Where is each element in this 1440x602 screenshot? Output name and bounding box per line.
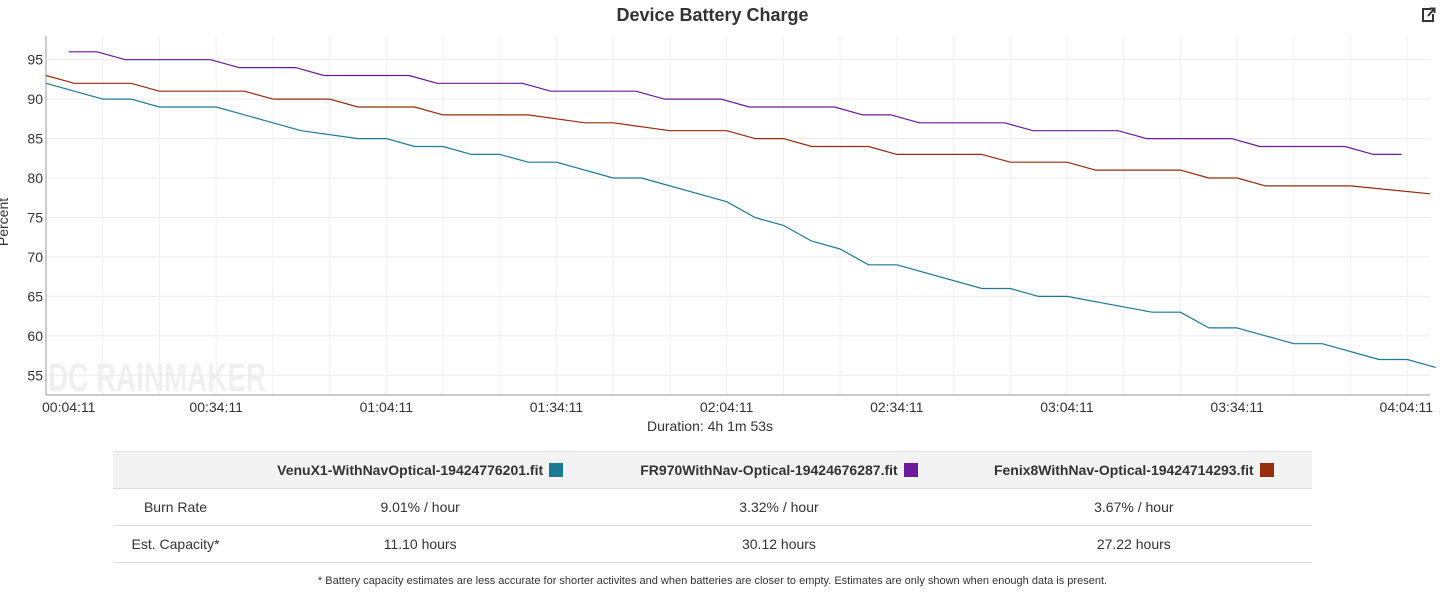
table-cell: 9.01% / hour: [238, 488, 603, 526]
footnote: * Battery capacity estimates are less ac…: [317, 575, 1108, 587]
battery-summary-table: VenuX1-WithNavOptical-19424776201.fit FR…: [113, 451, 1312, 563]
y-tick-label: 55: [27, 367, 43, 383]
column-header: FR970WithNav-Optical-19424676287.fit: [602, 451, 956, 489]
y-tick-label: 90: [27, 91, 43, 107]
table-cell: 11.10 hours: [238, 525, 603, 563]
x-tick-label: 03:04:11: [1040, 399, 1094, 415]
row-label: Est. Capacity*: [113, 525, 238, 563]
y-tick-label: 70: [27, 249, 43, 265]
y-tick-label: 95: [27, 52, 43, 68]
table-corner-cell: [113, 451, 238, 489]
series-line-2: [45, 74, 1431, 195]
x-tick-label: 04:04:11: [1380, 399, 1434, 415]
series-color-swatch: [1259, 463, 1274, 477]
y-tick-label: 60: [27, 328, 43, 344]
x-tick-label: 01:04:11: [360, 399, 414, 415]
x-tick-label: 02:34:11: [870, 399, 924, 415]
series-color-swatch: [903, 463, 918, 477]
watermark-text: DC RAINMAKER: [48, 356, 266, 400]
table-cell: 30.12 hours: [602, 525, 956, 563]
table-header-row: VenuX1-WithNavOptical-19424776201.fit FR…: [113, 451, 1312, 489]
series-line-1: [68, 51, 1402, 155]
battery-line-chart: DC RAINMAKER 55 60 65 70 75 80 85 90 95 00:04:11 00…: [27, 36, 1436, 415]
x-tick-label: 02:04:11: [700, 399, 754, 415]
x-tick-label: 00:04:11: [42, 399, 96, 415]
series-color-swatch: [549, 463, 564, 477]
table-cell: 3.32% / hour: [602, 488, 956, 526]
table-cell: 27.22 hours: [955, 525, 1312, 563]
x-axis-label: Duration: 4h 1m 53s: [646, 418, 774, 434]
y-tick-label: 80: [27, 170, 43, 186]
row-label: Burn Rate: [113, 488, 238, 526]
table-cell: 3.67% / hour: [955, 488, 1312, 526]
table-row: Burn Rate 9.01% / hour 3.32% / hour 3.67…: [113, 488, 1312, 526]
x-tick-label: 00:34:11: [189, 399, 243, 415]
column-header: Fenix8WithNav-Optical-19424714293.fit: [955, 451, 1312, 489]
column-header-label: Fenix8WithNav-Optical-19424714293.fit: [993, 462, 1254, 478]
column-header-label: VenuX1-WithNavOptical-19424776201.fit: [277, 462, 544, 478]
external-link-icon[interactable]: [1420, 6, 1436, 24]
column-header-label: FR970WithNav-Optical-19424676287.fit: [640, 462, 898, 478]
y-tick-label: 65: [27, 288, 43, 304]
y-tick-label: 75: [27, 209, 43, 225]
series-line-0: [45, 82, 1436, 368]
column-header: VenuX1-WithNavOptical-19424776201.fit: [238, 451, 603, 489]
x-tick-label: 01:34:11: [530, 399, 584, 415]
table-row: Est. Capacity* 11.10 hours 30.12 hours 2…: [113, 525, 1312, 563]
y-tick-label: 85: [27, 131, 43, 147]
x-tick-label: 03:34:11: [1210, 399, 1264, 415]
chart-title: Device Battery Charge: [616, 5, 809, 25]
